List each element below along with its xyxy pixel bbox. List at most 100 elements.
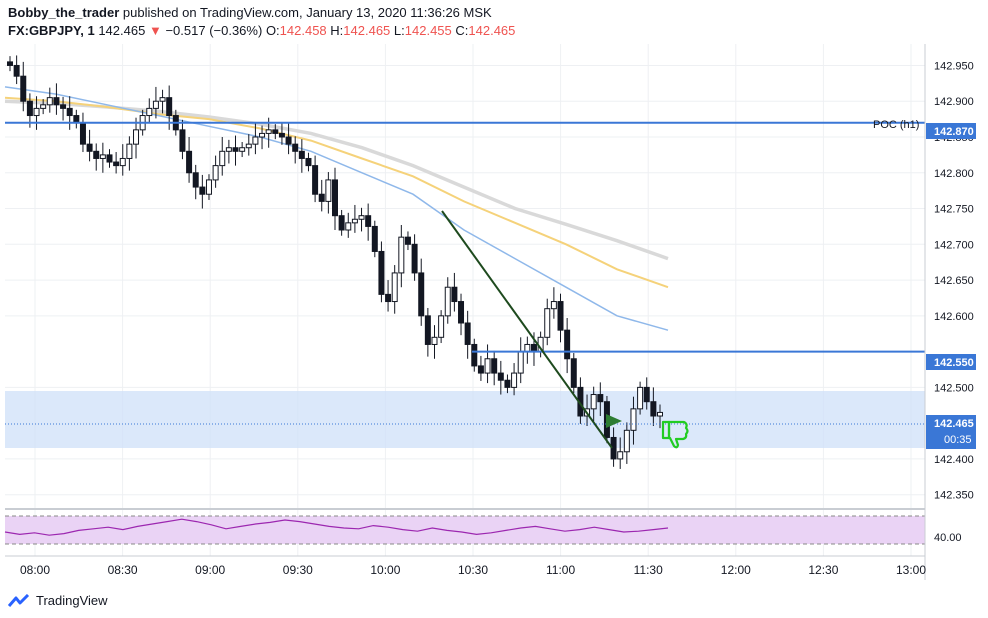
candle-body	[272, 129, 279, 134]
time-axis[interactable]: 08:00 08:30 09:00 09:30 10:00 10:30 11:00 11:30…	[20, 563, 926, 577]
candle-body	[252, 136, 259, 145]
publish-info: published on TradingView.com, January 13…	[122, 5, 492, 20]
candle-body	[119, 157, 126, 167]
candle-body	[13, 64, 20, 77]
candle-body	[79, 122, 86, 145]
time-tick-label: 10:00	[370, 563, 400, 577]
price-tick-label: 142.650	[934, 275, 974, 287]
candle-body	[637, 386, 644, 410]
rsi-tick-label: 40.00	[934, 532, 962, 544]
symbol-label: FX:GBPJPY, 1	[8, 23, 95, 38]
candle-body	[292, 143, 299, 152]
candle-body	[458, 301, 465, 324]
candle-body	[484, 358, 491, 374]
poc-label: POC (h1) 142.870	[873, 119, 976, 139]
candle-body	[345, 222, 352, 231]
candle-body	[477, 365, 484, 374]
candle-body	[166, 97, 173, 117]
poc-price-text: 142.870	[934, 126, 974, 138]
last-price: 142.465	[98, 23, 146, 38]
candle-body	[358, 215, 365, 220]
candle-body	[192, 172, 199, 188]
candle-body	[212, 165, 219, 181]
time-tick-label: 08:30	[108, 563, 138, 577]
candle-body	[278, 132, 285, 138]
candle-body	[106, 154, 113, 163]
level-price-tag	[926, 354, 976, 370]
candle-body	[511, 372, 518, 388]
candle-body	[53, 97, 60, 106]
high-label: H:	[330, 23, 344, 38]
candle-body	[544, 308, 551, 338]
trend-line[interactable]	[441, 210, 613, 449]
current-price-tag: 142.465 00:35	[5, 415, 976, 449]
candle-body	[371, 225, 378, 252]
level-price-text: 142.550	[934, 357, 974, 369]
time-tick-label: 08:00	[20, 563, 50, 577]
thumbs-down-icon	[661, 420, 689, 449]
time-tick-label: 09:00	[195, 563, 225, 577]
author-name[interactable]: Bobby_the_trader	[8, 5, 120, 20]
time-tick-label: 09:30	[283, 563, 313, 577]
candle-body	[7, 61, 13, 66]
publish-header: Bobby_the_trader published on TradingVie…	[8, 4, 492, 22]
price-tick-label: 142.900	[934, 96, 974, 108]
candle-body	[20, 75, 27, 102]
candle-body	[597, 394, 604, 403]
candle-body	[205, 179, 212, 195]
candle-body	[385, 293, 392, 303]
low-value: 142.455	[404, 23, 452, 38]
candle-body	[557, 301, 564, 331]
price-tick-label: 142.700	[934, 239, 974, 251]
candle-body	[623, 429, 630, 453]
candle-body	[126, 143, 133, 159]
candle-body	[451, 286, 458, 303]
candle-body	[33, 107, 40, 117]
candle-body	[159, 97, 166, 102]
candle-body	[444, 286, 451, 317]
candle-body	[643, 386, 650, 403]
time-tick-label: 11:30	[634, 563, 663, 577]
time-tick-label: 12:30	[808, 563, 838, 577]
current-price-box	[926, 415, 976, 449]
candle-body	[219, 150, 226, 167]
down-triangle-icon: ▼	[148, 23, 162, 38]
candle-body	[199, 186, 206, 195]
candle-body	[146, 107, 153, 117]
candle-body	[285, 136, 292, 145]
candle-body	[365, 215, 372, 227]
candle-body	[338, 215, 345, 231]
candle-body	[325, 179, 332, 202]
candle-body	[259, 132, 266, 138]
candle-body	[464, 322, 471, 345]
candle-body	[404, 236, 411, 245]
close-label: C:	[455, 23, 469, 38]
brand-name: TradingView	[36, 593, 108, 608]
candle-body	[312, 165, 319, 195]
ema-mid-line	[4, 96, 669, 289]
candle-body	[497, 372, 504, 381]
candle-body	[232, 147, 239, 152]
candle-body	[650, 401, 657, 417]
price-tick-label: 142.350	[934, 490, 974, 502]
candle-body	[152, 100, 159, 109]
candle-body	[40, 104, 47, 109]
open-label: O:	[265, 23, 280, 38]
candle-body	[60, 104, 67, 109]
open-value: 142.458	[279, 23, 327, 38]
candle-body	[298, 150, 305, 159]
candle-body	[617, 451, 624, 460]
time-tick-label: 13:00	[896, 563, 926, 577]
candle-body	[438, 315, 445, 338]
tradingview-brand[interactable]: TradingView	[8, 592, 108, 610]
candle-body	[86, 143, 93, 152]
candle-body	[378, 250, 385, 295]
candle-body	[418, 272, 425, 317]
close-value: 142.465	[468, 23, 516, 38]
candle-body	[318, 193, 325, 202]
candle-body	[351, 218, 358, 224]
price-tick-label: 142.750	[934, 204, 974, 216]
candle-body	[305, 157, 312, 167]
candle-body	[391, 272, 398, 303]
